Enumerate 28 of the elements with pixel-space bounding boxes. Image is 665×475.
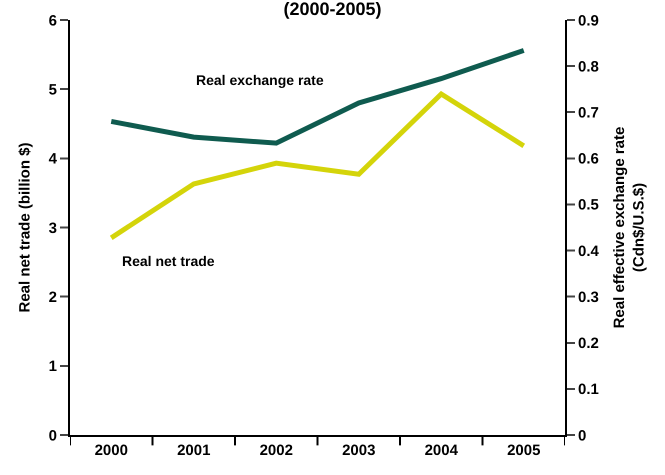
x-tick-label: 2002 xyxy=(260,442,293,459)
y2-axis-title: Real effective exchange rate (Cdn$/U.S.$) xyxy=(611,126,648,328)
y-tick-label: 6 xyxy=(48,12,57,30)
y2-tick-label: 0 xyxy=(578,427,586,444)
y-tick-label: 0 xyxy=(48,427,57,444)
x-tick-label: 2001 xyxy=(177,442,210,459)
y2-tick-label: 0.1 xyxy=(578,381,599,398)
y2-tick-label: 0.5 xyxy=(578,196,599,214)
y-tick-label: 1 xyxy=(48,358,57,376)
y-tick-label: 3 xyxy=(48,220,57,237)
y-tick-label: 2 xyxy=(48,288,57,306)
chart-title: (2000-2005) xyxy=(283,0,382,19)
y2-tick-label: 0.4 xyxy=(578,242,600,260)
x-tick-label: 2005 xyxy=(507,442,540,459)
x-tick-label: 2003 xyxy=(342,442,376,459)
series-label: Real net trade xyxy=(122,253,215,269)
y2-tick-label: 0.8 xyxy=(578,58,599,76)
y2-tick-label: 0.9 xyxy=(578,12,599,30)
x-tick-label: 2000 xyxy=(94,442,128,459)
text: Real exchange rate xyxy=(196,72,324,88)
x-tick-label: 2004 xyxy=(424,442,459,459)
y2-tick-label: 0.7 xyxy=(578,104,599,122)
y-tick-label: 5 xyxy=(48,81,57,98)
y-axis-title: Real net trade (billion $) xyxy=(16,142,34,313)
y2-tick-label: 0.2 xyxy=(578,335,599,352)
y2-tick-label: 0.6 xyxy=(578,150,599,168)
y2-tick-label: 0.3 xyxy=(578,288,599,306)
y-tick-label: 4 xyxy=(48,150,58,168)
